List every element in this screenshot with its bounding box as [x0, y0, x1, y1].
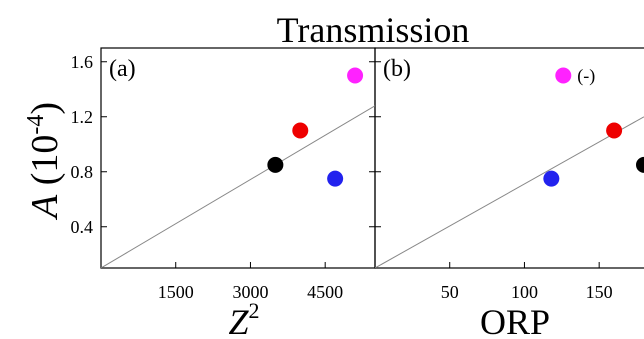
panel-a-points-layer [267, 67, 364, 187]
panel-b-label: (b) [383, 56, 411, 82]
panel-b-data-point [555, 67, 572, 84]
y-axis-label: A (10-4) [23, 102, 66, 221]
y-axis-unit-prefix: (10 [24, 135, 66, 195]
panel-a-x-tick-label: 3000 [232, 282, 268, 302]
y-tick-label: 0.4 [71, 217, 94, 237]
panel-a-label: (a) [109, 56, 136, 82]
panel-a-data-point [347, 67, 364, 84]
panel-a-fit-line-layer [101, 105, 375, 268]
panel-a-x-tick-label: 4500 [307, 282, 343, 302]
panel-b-data-point [606, 122, 623, 139]
panel-a-data-point [327, 170, 344, 187]
panel-b-ticks: 50 100 150 [375, 61, 613, 302]
x-axis-label-a-sup: 2 [249, 298, 260, 323]
y-axis-symbol: A [24, 194, 66, 221]
panel-b-x-tick-label: 150 [586, 282, 613, 302]
panel-b-x-tick-label: 100 [511, 282, 538, 302]
y-axis-unit-suffix: ) [24, 102, 66, 115]
x-axis-label-b: ORP [480, 302, 550, 339]
y-tick-label: 1.2 [71, 107, 94, 127]
panel-b-data-point [636, 156, 644, 173]
x-axis-label-a-base: Z [228, 302, 249, 339]
panel-b-point-annotation: (-) [577, 66, 595, 87]
panel-a-frame [100, 47, 376, 269]
panel-b-x-tick-label: 50 [441, 282, 459, 302]
y-axis-unit-exponent: -4 [23, 115, 49, 135]
panel-b-fit-line [375, 116, 644, 268]
panel-b-data-point [543, 170, 560, 187]
panel-a-data-point [267, 156, 284, 173]
panel-a-fit-line [101, 105, 375, 268]
panel-a-ticks: 1500 3000 4500 0.4 0.8 1.2 1.6 [71, 52, 375, 302]
y-tick-label: 1.6 [71, 52, 94, 72]
y-tick-label: 0.8 [71, 162, 94, 182]
panel-b-points-layer: (-) [543, 66, 644, 187]
panel-a-x-tick-label: 1500 [158, 282, 194, 302]
panel-b-frame [374, 47, 644, 269]
chart-title: Transmission [277, 10, 470, 50]
panel-a-data-point [292, 122, 309, 139]
panel-b-fit-line-layer [375, 116, 644, 268]
x-axis-label-a: Z2 [228, 298, 259, 339]
